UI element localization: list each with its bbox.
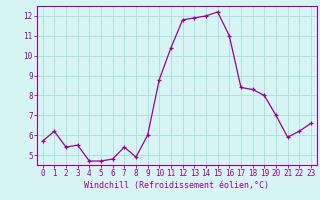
X-axis label: Windchill (Refroidissement éolien,°C): Windchill (Refroidissement éolien,°C) <box>84 181 269 190</box>
